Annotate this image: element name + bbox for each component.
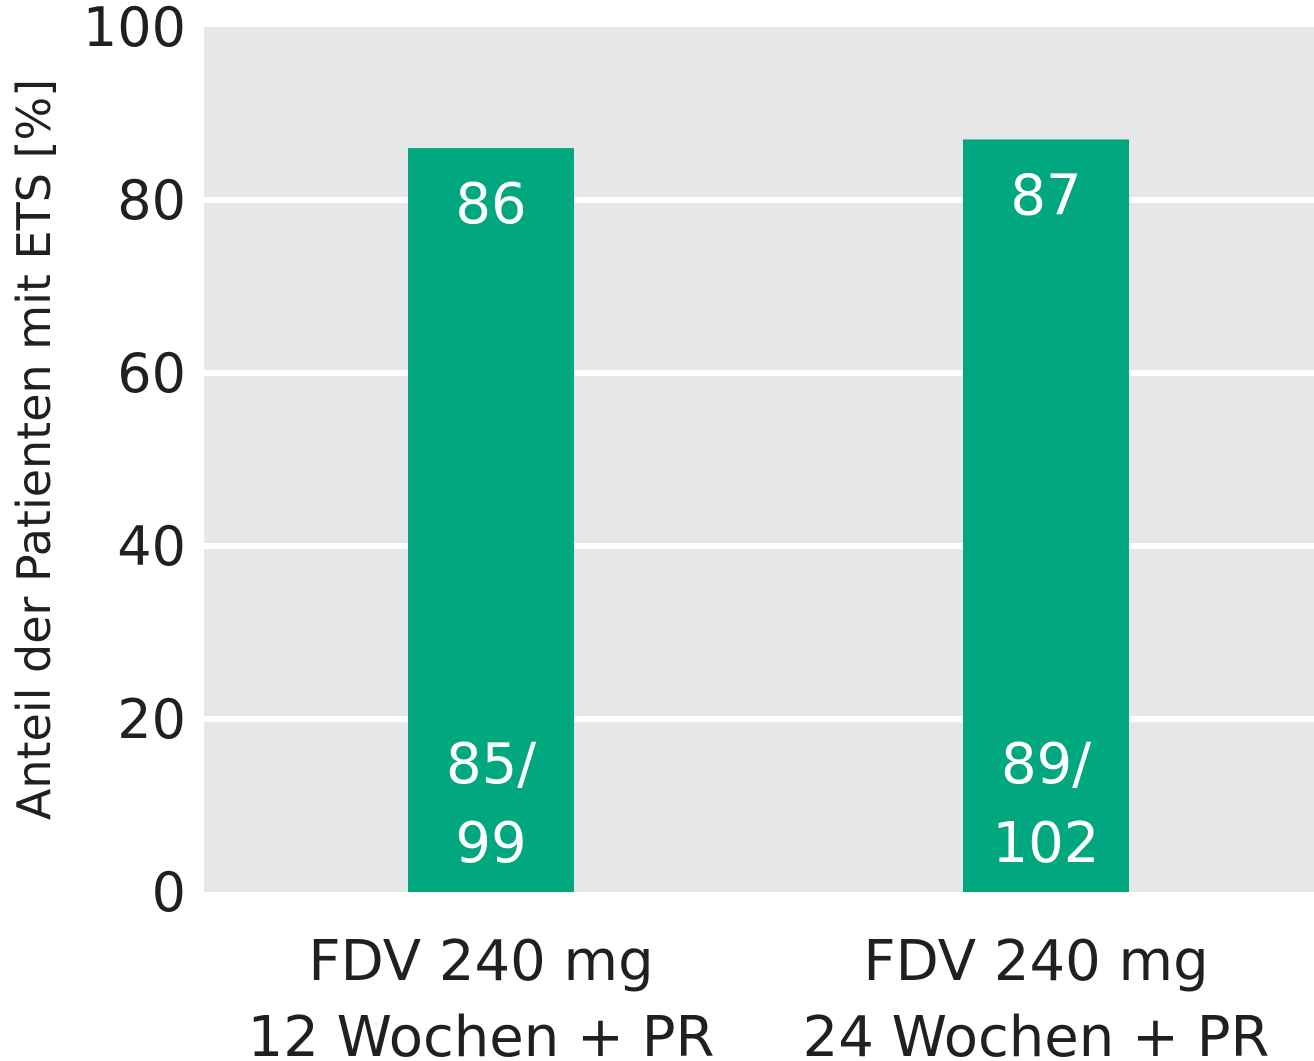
y-tick-label: 20 [117,688,186,751]
y-axis-ticks: 0 20 40 60 80 100 [83,0,186,924]
y-tick-label: 80 [117,169,186,232]
x-category-label-line1: FDV 240 mg [863,929,1208,994]
x-category-label-line2: 12 Wochen + PR [248,1005,715,1061]
bar-count-label-numerator: 89/ [1001,732,1091,797]
bar-count-label-denominator: 102 [993,811,1100,876]
y-tick-label: 100 [83,0,186,59]
y-tick-label: 40 [117,515,186,578]
plot-background [204,27,1314,892]
x-category-label-line1: FDV 240 mg [308,929,653,994]
y-axis-label: Anteil der Patienten mit ETS [%] [7,79,61,820]
bars: 86 85/99 87 89/102 [408,139,1129,893]
bar [963,139,1129,892]
bar-count-label-denominator: 99 [455,811,526,876]
y-tick-label: 0 [152,861,186,924]
bar-count-label-numerator: 85/ [446,732,536,797]
x-axis-categories: FDV 240 mg 12 Wochen + PR FDV 240 mg 24 Woc… [248,929,1270,1061]
bar-value-label: 86 [455,172,526,237]
bar [408,148,574,893]
x-category-label-line2: 24 Wochen + PR [803,1005,1270,1061]
bar-value-label: 87 [1010,163,1081,228]
y-tick-label: 60 [117,342,186,405]
